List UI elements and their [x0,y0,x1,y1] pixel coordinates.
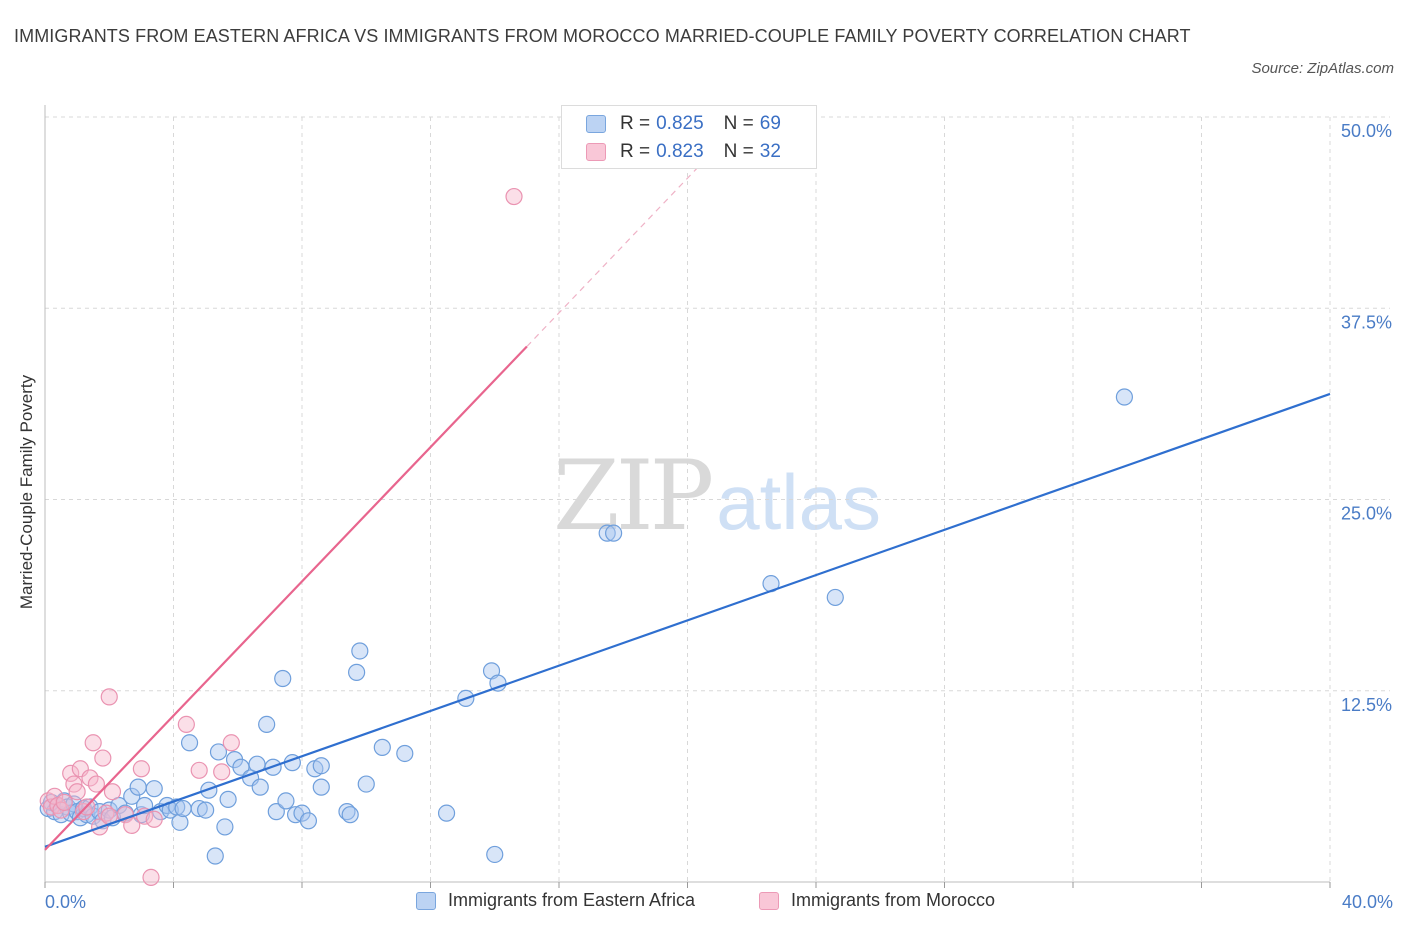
x-tick-label: 40.0% [1342,892,1393,912]
legend-r-value: 0.823 [656,141,704,162]
source-label: Source: ZipAtlas.com [1251,60,1394,77]
trend-lines [44,127,1331,851]
trend-line-morocco [44,345,528,851]
legend-n-value: 32 [759,141,781,162]
data-point-morocco [145,810,163,828]
legend-label: Immigrants from Morocco [791,890,996,910]
data-point-eastern-africa [190,799,208,818]
data-point-eastern-africa [396,744,414,763]
data-point-eastern-africa [251,778,269,796]
data-point-eastern-africa [129,778,147,796]
data-point-eastern-africa [826,588,844,607]
data-point-morocco [100,688,118,706]
watermark-atlas: atlas [716,458,881,546]
legend-swatch-pink [586,143,606,161]
y-tick-label: 12.5% [1341,695,1392,715]
legend-n-label: N = [723,113,754,134]
data-point-eastern-africa [598,524,616,542]
legend-series: Immigrants from Eastern Africa Immigrant… [0,890,1406,916]
y-tick-label: 37.5% [1341,312,1392,332]
legend-stats-row-eastern-africa: R = 0.825 N = 69 [586,111,781,137]
y-tick-label: 25.0% [1341,504,1392,524]
data-point-morocco [62,764,80,782]
legend-r-label: R = [620,113,651,134]
data-point-morocco [42,798,61,816]
data-point-eastern-africa [605,524,623,542]
data-point-morocco [74,803,93,821]
series-morocco-points [39,187,523,887]
legend-label: Immigrants from Eastern Africa [448,890,696,910]
legend-swatch-blue [416,891,436,910]
x-tick-label: 0.0% [45,892,86,912]
data-point-eastern-africa [348,663,366,681]
legend-stats: R = 0.825 N = 69 R = 0.823 N = 32 [561,105,817,169]
data-point-morocco [177,715,195,734]
data-point-eastern-africa [123,787,141,805]
data-point-eastern-africa [312,757,330,775]
data-point-eastern-africa [357,775,375,793]
data-point-morocco [103,783,122,801]
axes [44,105,1331,888]
legend-swatch-pink [759,891,779,910]
y-axis-label: Married-Couple Family Poverty [17,374,36,610]
tick-labels: 12.5% 25.0% 37.5% 50.0% 0.0% 40.0% [45,121,1393,912]
y-tick-label: 50.0% [1341,121,1392,141]
data-point-morocco [55,793,73,812]
legend-swatch-blue [586,115,606,133]
data-point-eastern-africa [197,801,215,819]
legend-item-morocco[interactable]: Immigrants from Morocco [759,890,995,911]
data-point-eastern-africa [180,734,199,752]
data-point-morocco [81,769,99,787]
data-point-morocco [94,749,112,767]
data-point-morocco [84,734,102,752]
legend-n-label: N = [723,141,754,162]
data-point-morocco [132,760,150,778]
legend-stats-row-morocco: R = 0.823 N = 32 [586,139,781,165]
data-point-eastern-africa [351,642,369,660]
data-point-eastern-africa [277,792,295,810]
data-point-morocco [97,804,115,822]
data-point-eastern-africa [312,778,330,796]
data-point-eastern-africa [437,804,456,822]
data-point-eastern-africa [216,818,234,836]
data-point-eastern-africa [1115,388,1134,406]
series-eastern-africa-points [39,388,1134,865]
data-point-morocco [190,761,208,779]
data-point-eastern-africa [209,743,228,761]
data-point-eastern-africa [171,813,189,831]
data-point-morocco [505,187,523,206]
data-point-eastern-africa [267,803,285,821]
data-point-eastern-africa [299,812,318,830]
data-point-morocco [222,734,240,752]
data-point-morocco [87,775,106,793]
legend-r-value: 0.825 [656,113,704,134]
data-point-eastern-africa [338,803,356,821]
data-point-eastern-africa [145,780,163,798]
data-point-morocco [142,868,160,887]
data-point-eastern-africa [258,715,276,734]
trend-line-eastern-africa [44,392,1331,848]
data-point-eastern-africa [341,806,359,824]
data-point-eastern-africa [206,847,224,865]
chart-title: IMMIGRANTS FROM EASTERN AFRICA VS IMMIGR… [14,26,1191,46]
legend-n-value: 69 [759,113,781,134]
data-point-morocco [46,787,64,805]
data-point-eastern-africa [274,669,292,688]
data-point-eastern-africa [232,758,250,776]
data-point-eastern-africa [219,790,237,808]
data-point-eastern-africa [486,845,504,864]
data-point-eastern-africa [489,674,507,692]
data-point-morocco [68,783,86,801]
data-point-eastern-africa [373,738,391,756]
data-point-morocco [213,763,231,781]
data-point-eastern-africa [174,799,192,818]
legend-item-eastern-africa[interactable]: Immigrants from Eastern Africa [416,890,695,911]
legend-r-label: R = [620,141,651,162]
